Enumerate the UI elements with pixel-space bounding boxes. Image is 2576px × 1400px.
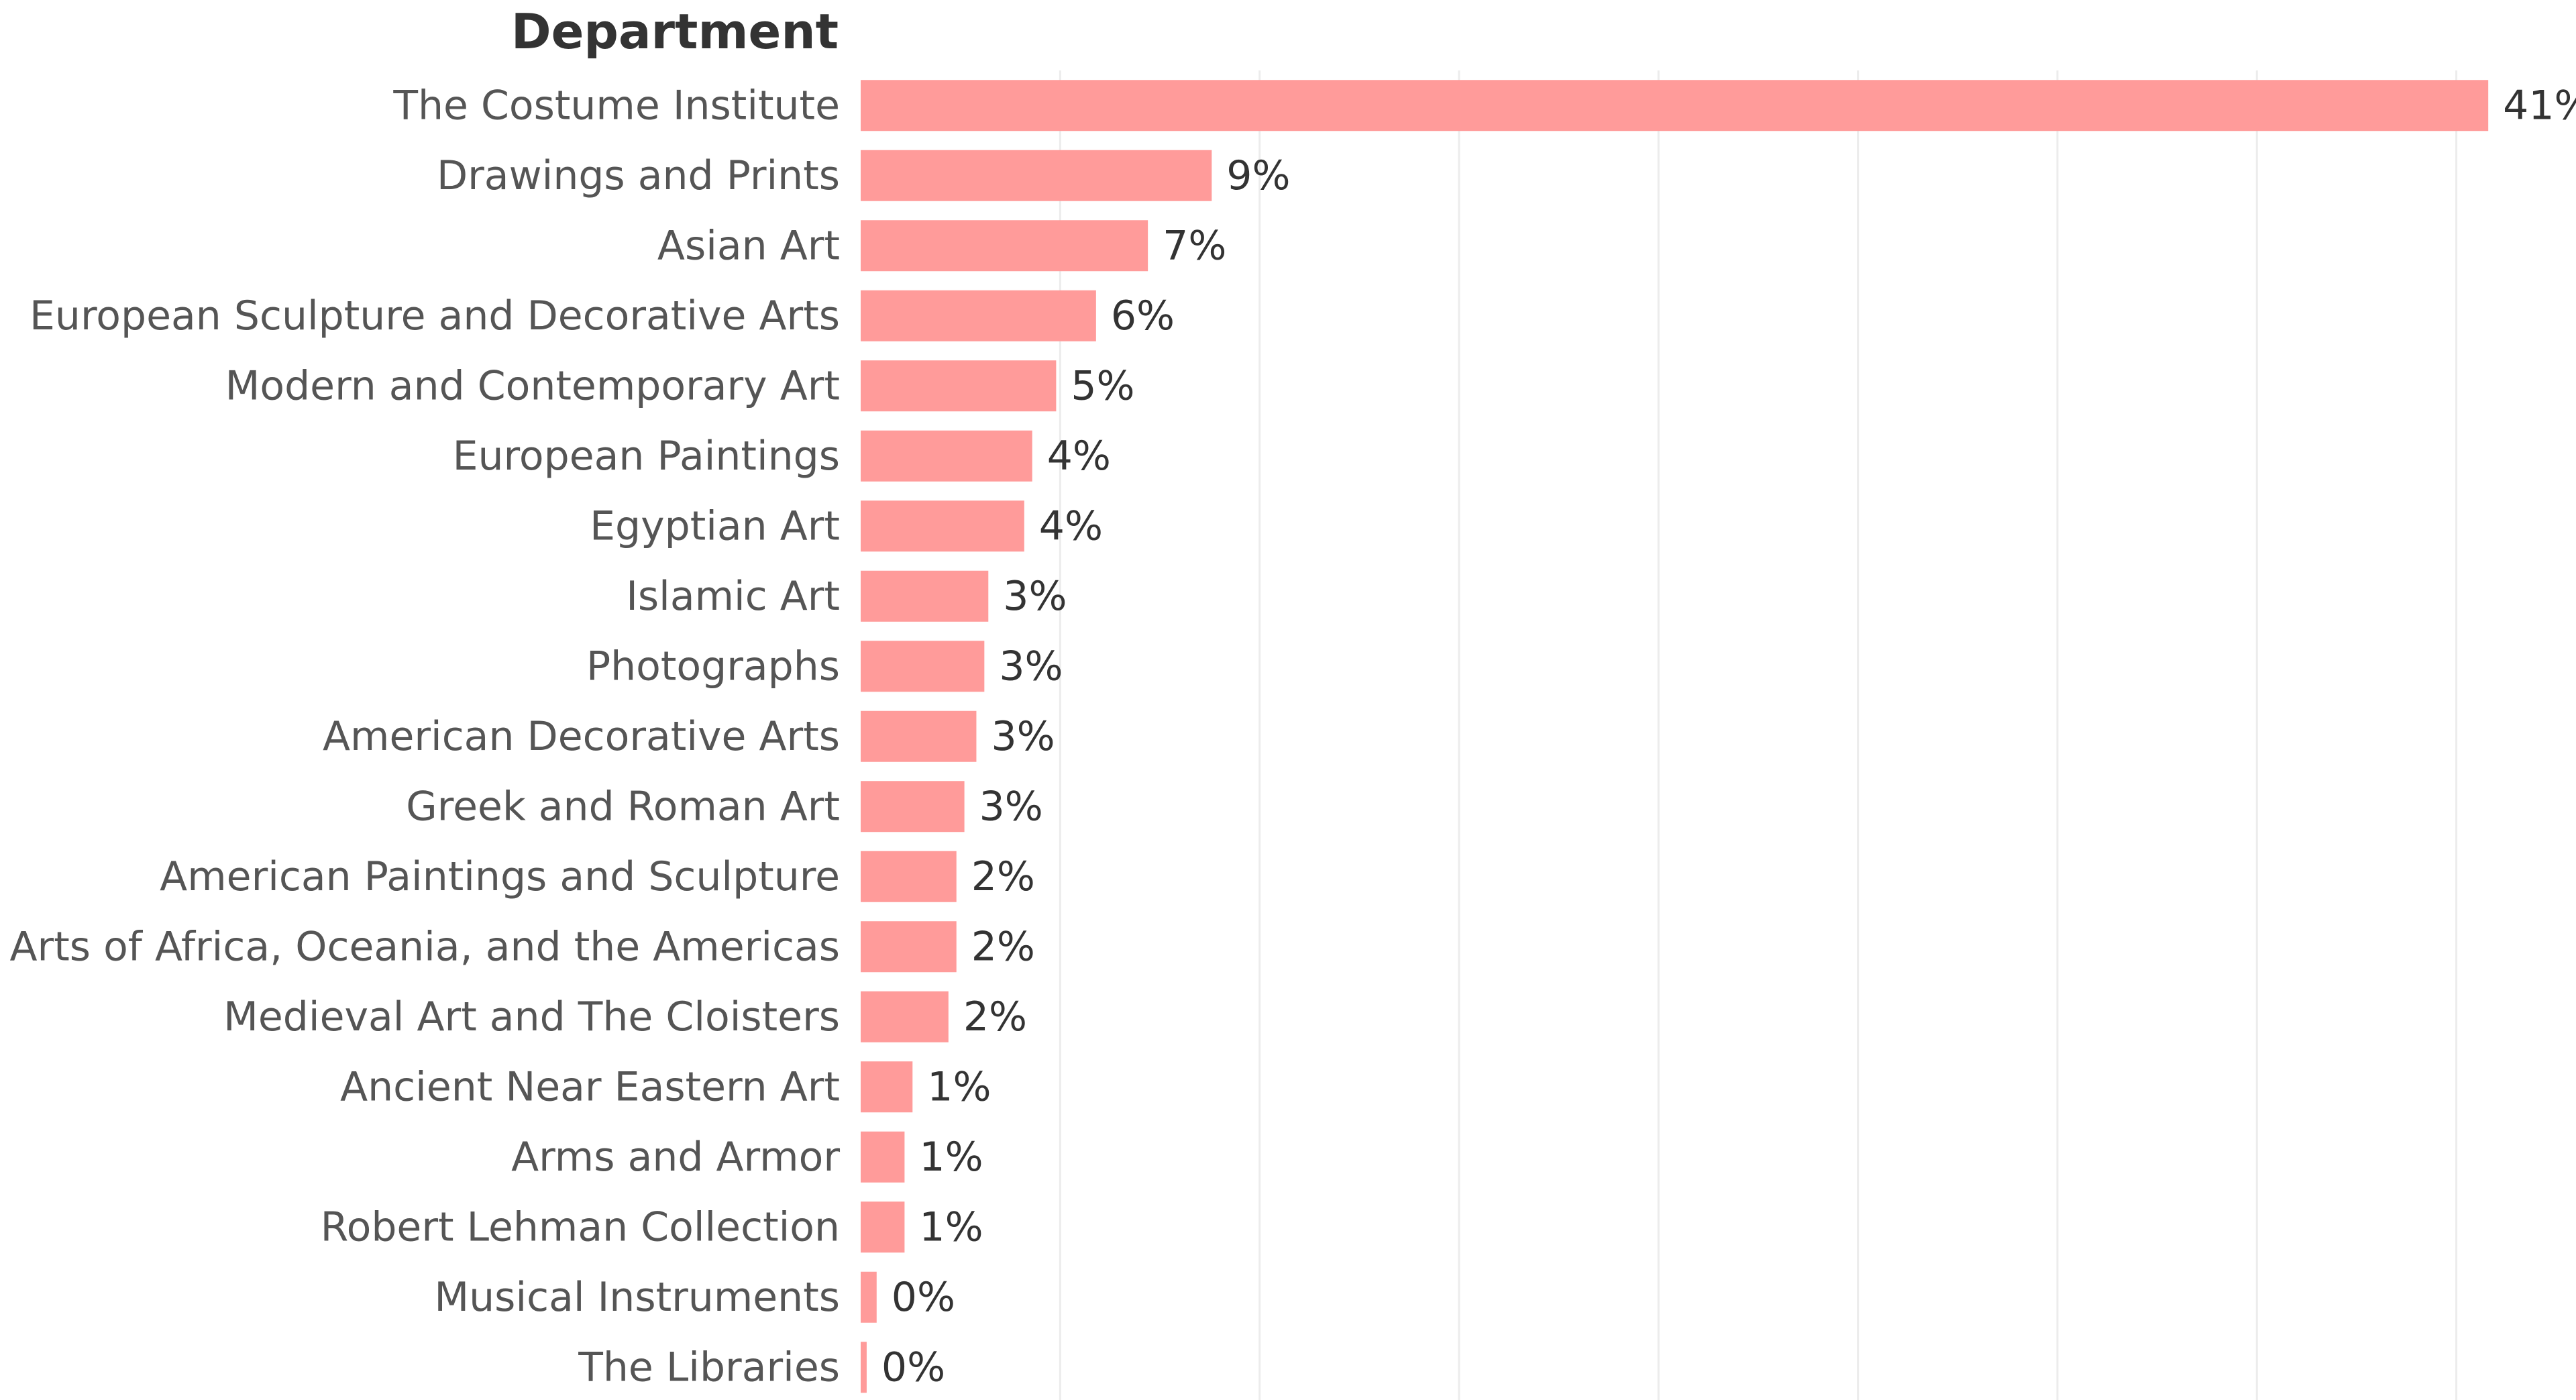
column-header: Department: [511, 3, 839, 60]
data-label: 1%: [927, 1063, 991, 1110]
category-label: Photographs: [586, 643, 840, 690]
bar[interactable]: [861, 851, 957, 902]
data-label: 4%: [1047, 433, 1111, 480]
category-label: The Costume Institute: [392, 82, 840, 129]
bar[interactable]: [861, 430, 1032, 482]
data-label: 4%: [1039, 502, 1103, 549]
category-label: Modern and Contemporary Art: [225, 362, 840, 409]
category-label: Egyptian Art: [590, 502, 840, 549]
category-label: Ancient Near Eastern Art: [340, 1063, 840, 1110]
category-label: American Paintings and Sculpture: [160, 853, 840, 900]
data-label: 2%: [971, 923, 1035, 970]
data-label: 0%: [881, 1344, 945, 1391]
bar[interactable]: [861, 220, 1148, 272]
data-label: 1%: [919, 1203, 983, 1250]
data-label: 5%: [1071, 362, 1134, 409]
category-label: Musical Instruments: [434, 1274, 840, 1321]
bar[interactable]: [861, 1271, 877, 1323]
bar[interactable]: [861, 150, 1212, 201]
category-label: European Sculpture and Decorative Arts: [30, 292, 840, 339]
data-label: 1%: [919, 1134, 983, 1181]
data-label: 2%: [963, 993, 1027, 1040]
category-label: The Libraries: [578, 1344, 840, 1391]
bar[interactable]: [861, 1342, 867, 1393]
bar[interactable]: [861, 781, 965, 832]
category-label: Drawings and Prints: [437, 152, 840, 199]
bar[interactable]: [861, 80, 2489, 131]
category-label: American Decorative Arts: [323, 713, 840, 760]
category-label: Arts of Africa, Oceania, and the America…: [10, 923, 841, 970]
data-label: 3%: [979, 783, 1043, 830]
data-label: 0%: [892, 1274, 955, 1321]
category-label: European Paintings: [453, 433, 840, 480]
category-label: Greek and Roman Art: [406, 783, 840, 830]
data-label: 41%: [2503, 82, 2576, 129]
category-label: Medieval Art and The Cloisters: [223, 993, 840, 1040]
value-labels: 41% 9%7% 6% 5% 4% 4% 3% 3% 3% 3% 2% 2% 2% 1% 1% 1% 0% 0%: [881, 82, 2576, 1391]
data-label: 6%: [1111, 292, 1175, 339]
category-label: Islamic Art: [626, 573, 840, 620]
category-label: Arms and Armor: [511, 1134, 840, 1181]
bar[interactable]: [861, 500, 1024, 552]
data-label: 3%: [991, 713, 1055, 760]
bar[interactable]: [861, 290, 1096, 341]
bars: [861, 80, 2489, 1393]
category-labels: The Costume Institute Drawings and Prints…: [10, 82, 841, 1391]
data-label: 2%: [971, 853, 1035, 900]
bar[interactable]: [861, 710, 977, 762]
gridlines: [1059, 70, 2458, 1400]
bar[interactable]: [861, 360, 1057, 412]
bar[interactable]: [861, 1201, 905, 1253]
bar[interactable]: [861, 1061, 913, 1113]
category-label: Robert Lehman Collection: [321, 1203, 840, 1250]
bar[interactable]: [861, 1131, 905, 1183]
data-label: 9%: [1226, 152, 1290, 199]
bar[interactable]: [861, 641, 985, 692]
bar[interactable]: [861, 921, 957, 973]
data-label: 3%: [999, 643, 1063, 690]
data-label: 7%: [1163, 222, 1226, 269]
bar[interactable]: [861, 570, 989, 622]
bar[interactable]: [861, 991, 949, 1042]
category-label: Asian Art: [657, 222, 840, 269]
data-label: 3%: [1003, 573, 1067, 620]
